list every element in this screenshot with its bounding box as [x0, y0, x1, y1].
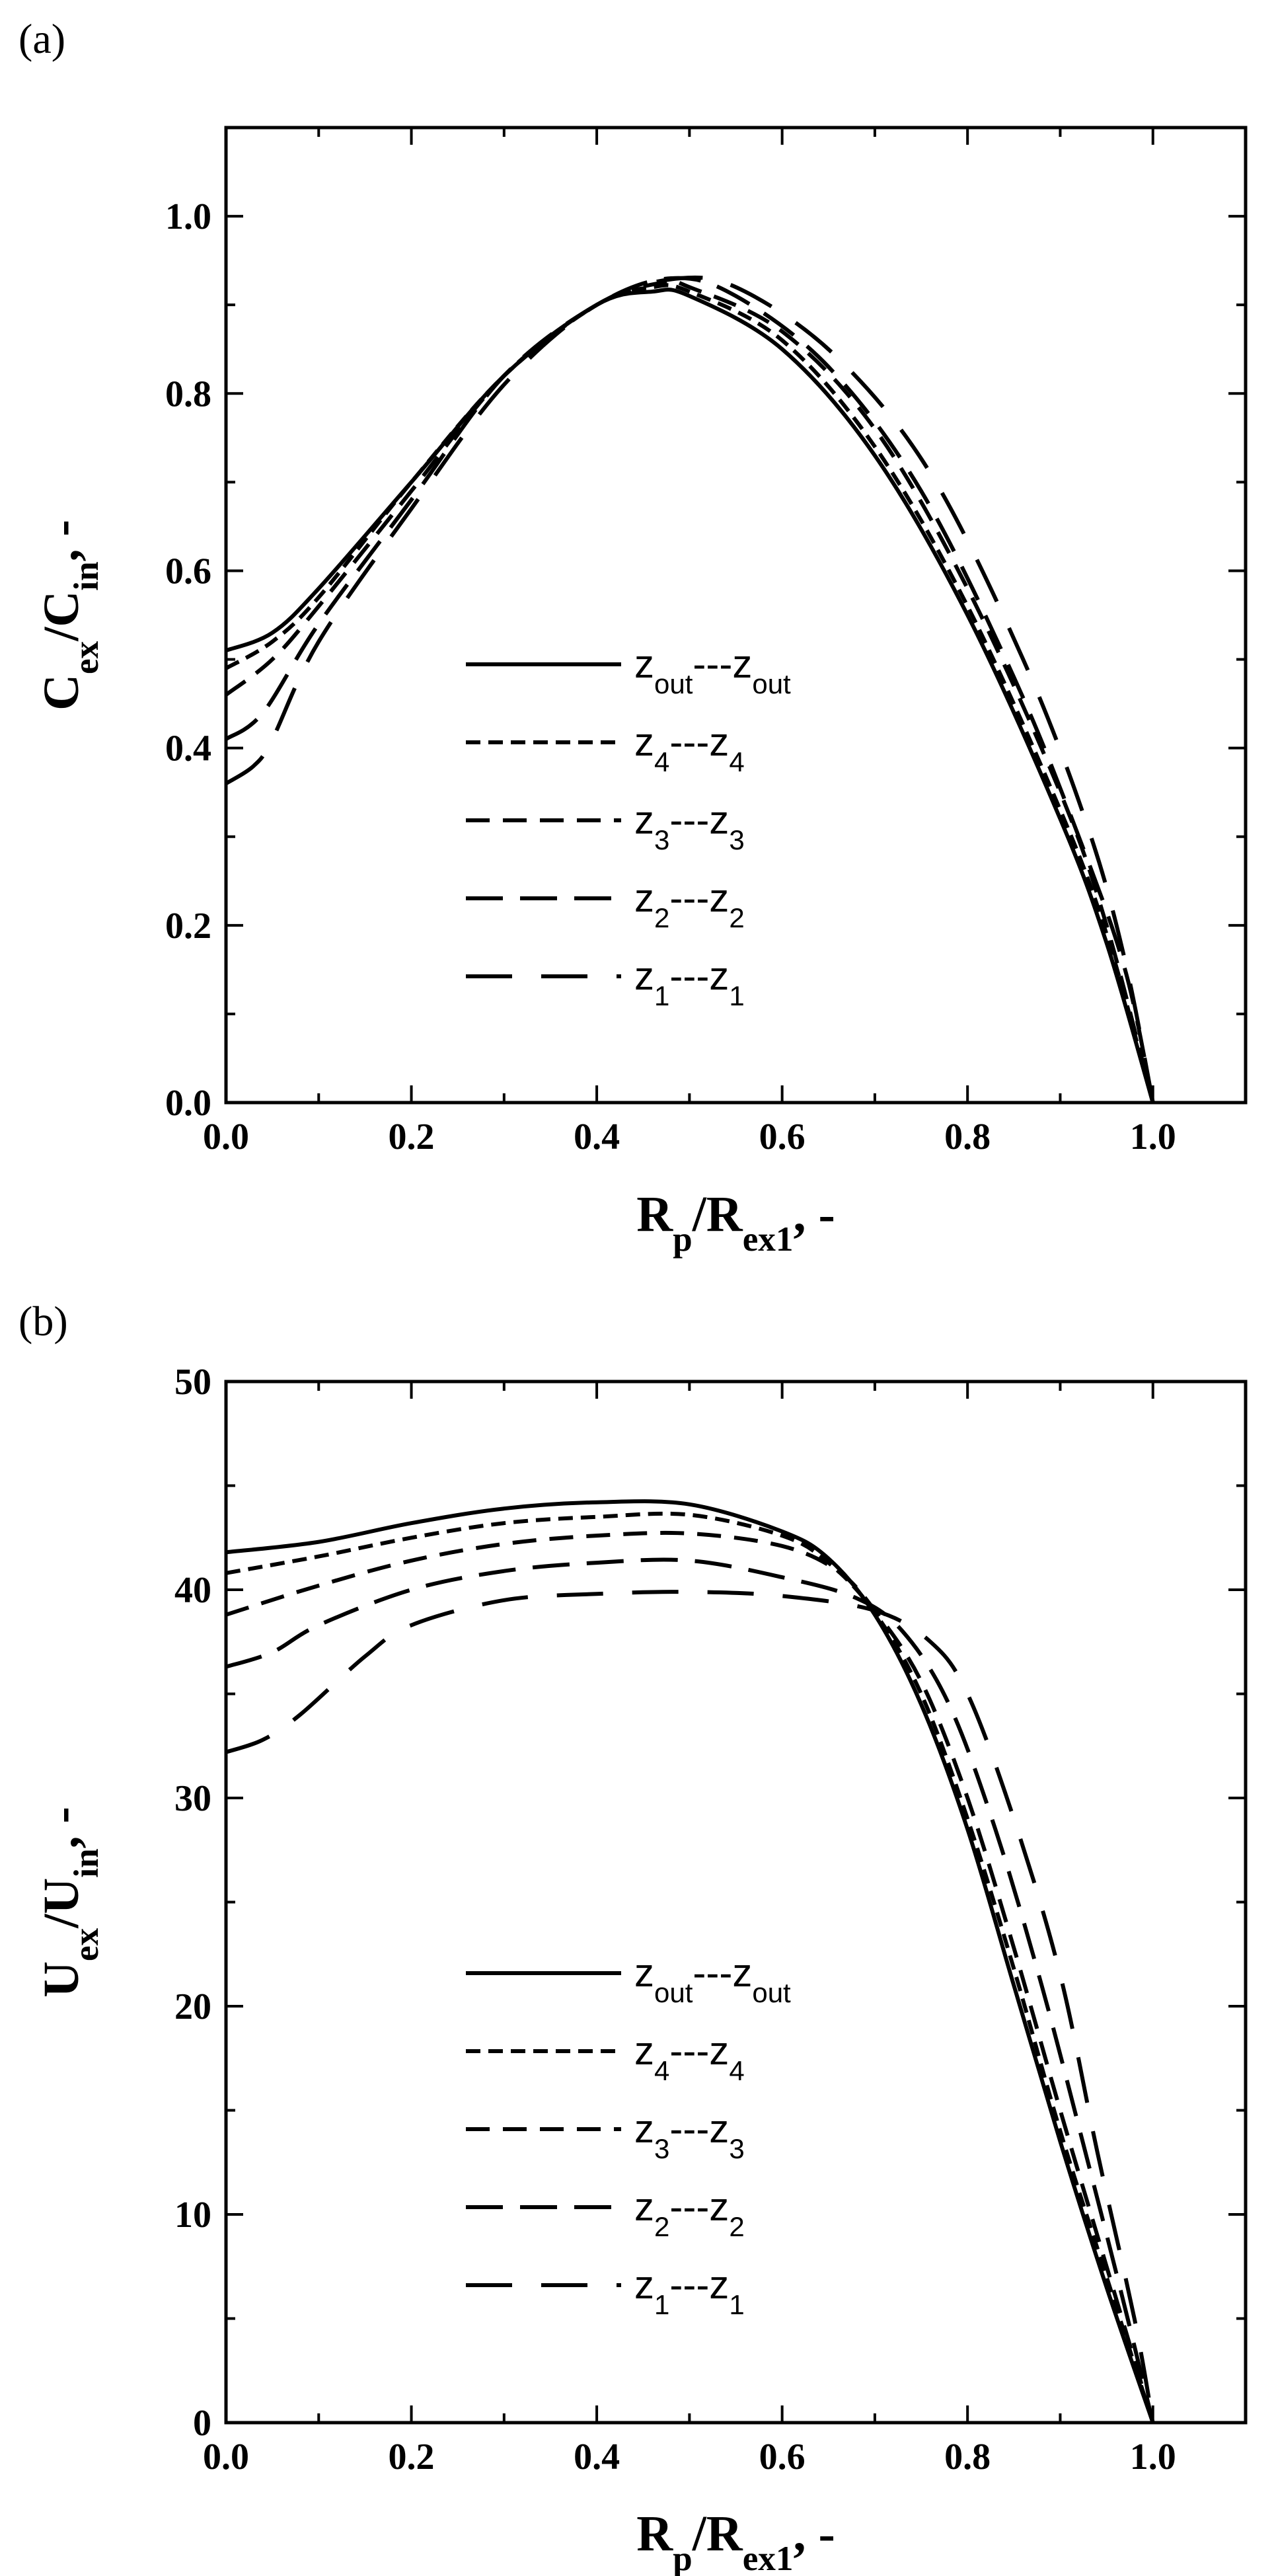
legend-entry: zout---zout: [634, 1951, 791, 2008]
x-tick-label: 0.6: [759, 2437, 806, 2478]
legend-entry: z4---z4: [634, 720, 745, 777]
series-line: [225, 1511, 1155, 2423]
series-line: [225, 283, 1155, 1103]
y-axis-title: Uex/Uin, -: [34, 1807, 106, 1998]
y-tick-label: 0.2: [165, 906, 211, 947]
x-axis-title: Rp/Rex1, -: [636, 2506, 835, 2576]
x-tick-label: 0.0: [203, 2437, 249, 2478]
y-tick-label: 30: [174, 1778, 211, 1819]
legend-entry: z1---z1: [634, 2263, 745, 2320]
legend-entry: z3---z3: [634, 798, 745, 855]
y-tick-label: 0.6: [165, 551, 211, 592]
y-tick-label: 0: [193, 2403, 211, 2444]
legend-entry: z3---z3: [634, 2107, 745, 2164]
x-tick-label: 0.4: [574, 1116, 620, 1157]
legend-entry: z2---z2: [634, 2185, 745, 2242]
panel-label: (a): [19, 15, 65, 62]
legend-entry: z4---z4: [634, 2029, 745, 2086]
series-line: [225, 278, 1155, 1103]
series-line: [225, 1530, 1155, 2423]
x-tick-label: 1.0: [1130, 2437, 1176, 2478]
x-tick-label: 0.8: [944, 2437, 991, 2478]
y-tick-label: 20: [174, 1986, 211, 2027]
x-tick-label: 0.8: [944, 1116, 991, 1157]
legend-entry: zout---zout: [634, 642, 791, 699]
plot-frame: [224, 126, 1248, 1105]
series-line: [225, 1590, 1155, 2423]
x-tick-label: 0.0: [203, 1116, 249, 1157]
x-tick-label: 0.4: [574, 2437, 620, 2478]
x-axis-title: Rp/Rex1, -: [636, 1187, 835, 1259]
x-tick-label: 1.0: [1130, 1116, 1176, 1157]
series-line: [225, 275, 1155, 1103]
panel-label: (b): [19, 1298, 68, 1345]
legend-entry: z1---z1: [634, 954, 745, 1011]
y-axis-title: Cex/Cin, -: [34, 520, 106, 711]
x-tick-label: 0.2: [389, 1116, 435, 1157]
series-line: [225, 276, 1155, 1103]
legend-entry: z2---z2: [634, 876, 745, 933]
y-tick-label: 1.0: [165, 196, 211, 237]
y-tick-label: 0.0: [165, 1083, 211, 1124]
y-tick-label: 0.8: [165, 373, 211, 414]
y-tick-label: 40: [174, 1570, 211, 1611]
chart-panel-a: (a) 0.0 0.2 0.4 0.6 0.8 1.0 0.0 0.2 0.4 0.6 0.8 1.0 R…: [19, 15, 1248, 1259]
x-tick-label: 0.2: [389, 2437, 435, 2478]
y-tick-label: 10: [174, 2195, 211, 2236]
y-tick-label: 0.4: [165, 728, 211, 769]
x-tick-label: 0.6: [759, 1116, 806, 1157]
chart-panel-b: (b) 0.0 0.2 0.4 0.6 0.8 1.0 0 10 20 30 40 50 Rp/Rex1,…: [19, 1298, 1248, 2576]
series-line: [225, 1557, 1155, 2423]
y-tick-label: 50: [174, 1362, 211, 1403]
